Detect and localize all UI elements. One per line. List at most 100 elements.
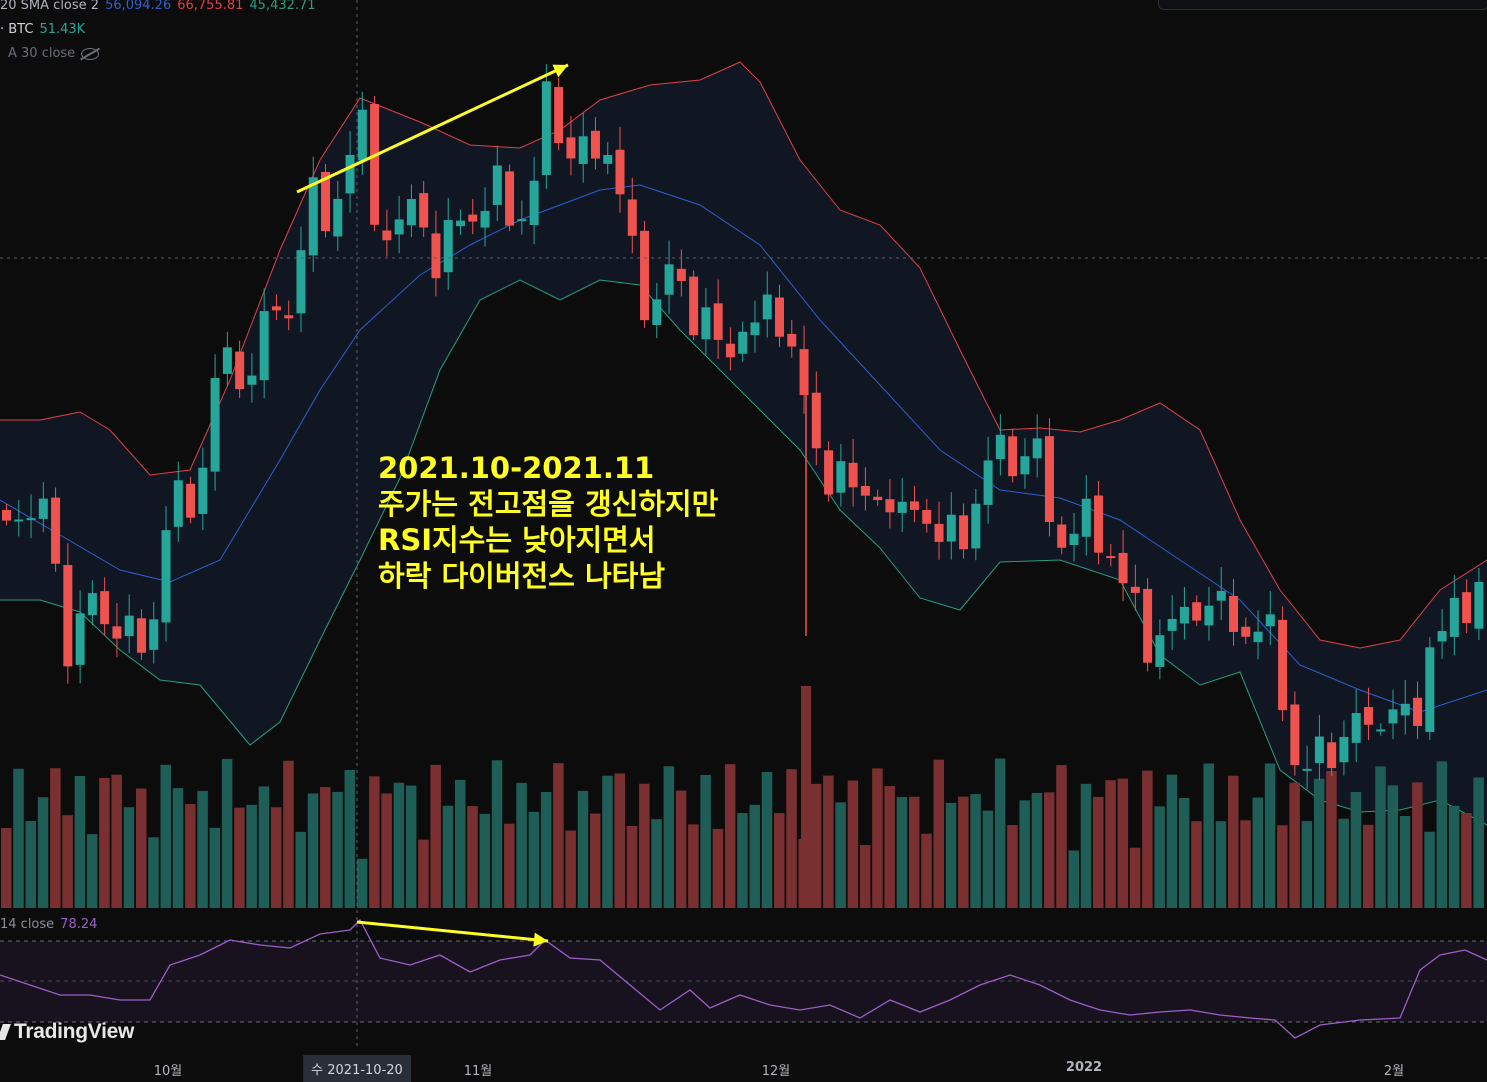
- rsi-legend-label: 14 close: [0, 917, 55, 932]
- volume-bar: [160, 764, 172, 908]
- candle-body: [934, 523, 944, 542]
- volume-bar: [970, 794, 981, 908]
- candle-body: [296, 250, 306, 314]
- xaxis-label-2022: 2022: [1065, 1060, 1103, 1075]
- candle-body: [1388, 709, 1398, 724]
- candle-body: [100, 591, 110, 625]
- volume-bar: [958, 796, 969, 908]
- volume-bar: [1031, 792, 1043, 908]
- volume-bar: [1399, 816, 1411, 908]
- candle-body: [333, 198, 343, 237]
- volume-bar: [688, 824, 699, 908]
- candle-body: [75, 613, 85, 665]
- candle-body: [186, 483, 196, 518]
- rsi-lower-high-arrow-head: [533, 932, 548, 947]
- candle-body: [124, 615, 134, 637]
- candle-body: [787, 333, 797, 347]
- candle-body: [603, 155, 613, 164]
- volume-bar: [1, 828, 12, 908]
- volume-bar: [1215, 821, 1227, 908]
- candle-body: [959, 515, 969, 550]
- candle-body: [1425, 647, 1435, 732]
- annotation-line-2: 주가는 전고점을 갱신하지만: [378, 487, 719, 521]
- candle-body: [1204, 605, 1214, 626]
- top-toolbar[interactable]: [1158, 0, 1487, 10]
- volume-bar: [86, 834, 98, 908]
- volume-bar: [405, 785, 417, 908]
- volume-bar: [908, 796, 920, 908]
- candle-body: [173, 480, 183, 527]
- volume-bar: [626, 826, 638, 908]
- volume-bar: [1277, 825, 1288, 908]
- volume-bar: [1166, 774, 1178, 908]
- volume-bar: [675, 790, 687, 908]
- candle-body: [1130, 586, 1140, 593]
- bb-legend[interactable]: 20 SMA close 2 56,094.26 66,755.81 45,432.7…: [0, 0, 322, 13]
- candle-body: [480, 210, 490, 228]
- candle-body: [1229, 595, 1238, 632]
- volume-bar: [565, 830, 576, 908]
- candle-body: [1351, 713, 1361, 743]
- volume-bar: [1301, 821, 1313, 908]
- candle-body: [271, 306, 281, 311]
- volume-bar: [442, 805, 454, 908]
- candle-body: [247, 375, 257, 385]
- candle-body: [1241, 626, 1251, 637]
- candle-body: [750, 322, 760, 336]
- bb-lower-value: 45,432.71: [249, 0, 316, 13]
- candle-body: [652, 299, 662, 325]
- annotation-line-1: 2021.10-2021.11: [378, 451, 655, 485]
- candle-body: [824, 450, 834, 495]
- volume-legend[interactable]: · BTC 51.43K: [0, 22, 91, 37]
- volume-bar: [172, 788, 184, 908]
- candle-body: [136, 618, 146, 653]
- candle-body: [873, 496, 883, 501]
- candle-body: [1474, 581, 1484, 629]
- volume-bar: [50, 768, 61, 908]
- price-higher-high-arrow-head: [552, 64, 568, 78]
- volume-bar: [197, 790, 208, 908]
- volume-bar: [504, 823, 515, 908]
- volume-bar: [454, 779, 466, 908]
- volume-bar: [1093, 796, 1104, 908]
- candle-body: [431, 233, 441, 279]
- candle-body: [517, 219, 527, 222]
- bb-upper-value: 66,755.81: [177, 0, 244, 13]
- candle-body: [1339, 736, 1349, 763]
- volume-bar: [1007, 825, 1018, 908]
- candle-body: [87, 593, 97, 616]
- xaxis-label-feb: 2월: [1383, 1064, 1405, 1079]
- volume-bar: [1043, 792, 1055, 908]
- candles: [2, 64, 1484, 790]
- annotation-line-4: 하락 다이버전스 나타남: [378, 559, 665, 593]
- volume-bar: [1264, 763, 1276, 908]
- candle-body: [701, 307, 711, 340]
- volume-bar: [982, 810, 994, 908]
- candle-body: [664, 264, 674, 295]
- volume-bar: [1252, 797, 1264, 908]
- volume-bar: [921, 833, 932, 908]
- xaxis-crosshair-label: 수 2021-10-20: [303, 1055, 411, 1082]
- volume-bar: [209, 827, 221, 908]
- volume-bar: [430, 764, 441, 908]
- volume-bar: [1191, 821, 1202, 908]
- volume-bar: [1375, 766, 1386, 908]
- ma-legend[interactable]: A 30 close: [8, 46, 105, 61]
- volume-bar: [479, 813, 491, 908]
- spike-volume-bar: [801, 686, 811, 908]
- volume-bar: [884, 786, 895, 908]
- volume-bar: [307, 793, 319, 908]
- volume-bar: [1178, 797, 1190, 908]
- rsi-legend[interactable]: 14 close 78.24: [0, 917, 103, 932]
- eye-hidden-icon[interactable]: [81, 47, 100, 60]
- volume-bar: [148, 837, 159, 908]
- candle-body: [1020, 456, 1030, 475]
- rsi-panel: [0, 918, 1487, 1039]
- volume-bar: [491, 760, 503, 908]
- candle-body: [1327, 742, 1337, 769]
- candle-body: [370, 104, 380, 225]
- bb-upper-line: [0, 61, 1487, 649]
- candle-body: [443, 220, 453, 273]
- volume-bar: [528, 811, 540, 908]
